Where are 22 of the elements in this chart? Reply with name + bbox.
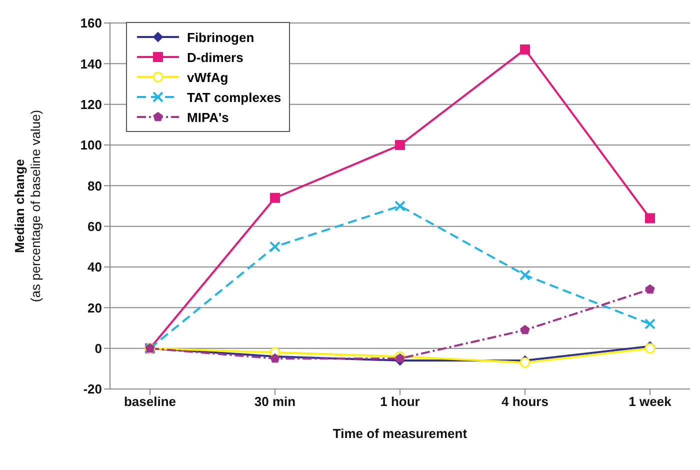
x-axis-title: Time of measurement bbox=[332, 426, 468, 442]
y-tick-label: -20 bbox=[83, 382, 102, 397]
legend-label: D-dimers bbox=[187, 50, 244, 64]
legend-label: Fibrinogen bbox=[187, 30, 254, 44]
y-tick-label: 100 bbox=[80, 138, 102, 153]
y-tick-label: 60 bbox=[88, 218, 102, 234]
x-tick-label: 30 min bbox=[254, 394, 296, 410]
x-tick-label: 4 hours bbox=[502, 394, 548, 410]
y-tick-label: 140 bbox=[80, 56, 102, 72]
y-tick-label: 0 bbox=[94, 340, 102, 356]
y-tick-label: 80 bbox=[88, 178, 102, 194]
y-tick-label: 20 bbox=[88, 300, 102, 316]
y-tick-label: 120 bbox=[80, 96, 102, 112]
y-tick-label: 40 bbox=[88, 260, 102, 275]
x-tick-label: 1 week bbox=[628, 394, 672, 410]
legend-label: MIPA's bbox=[187, 110, 229, 124]
y-tick-label: 160 bbox=[80, 16, 102, 31]
y-axis-title: Median change (as percentage of baseline value) bbox=[12, 110, 43, 302]
legend-label: vWfAg bbox=[187, 70, 228, 84]
legend-label: TAT complexes bbox=[187, 90, 282, 104]
x-tick-label: 1 hour bbox=[380, 394, 420, 410]
x-tick-label: baseline bbox=[124, 394, 176, 410]
